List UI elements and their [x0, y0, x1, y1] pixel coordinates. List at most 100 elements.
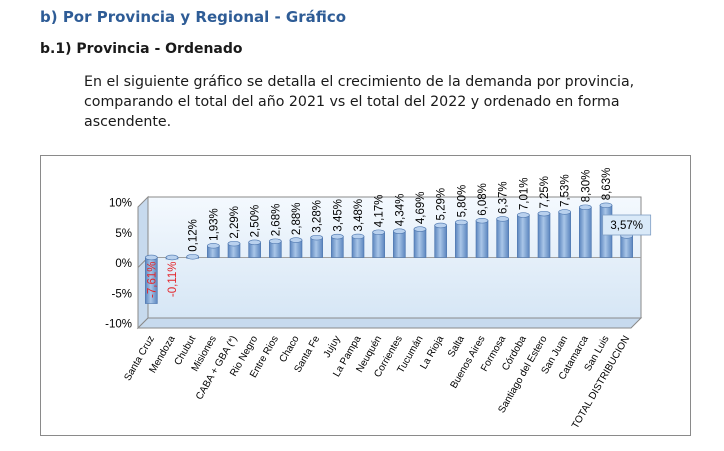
total-label-box — [602, 214, 652, 236]
bar-body — [331, 236, 344, 258]
bar-cap — [599, 202, 613, 208]
data-label: 4,17% — [374, 195, 386, 228]
bar-cap — [558, 209, 571, 215]
description-line: ascendente. — [84, 114, 172, 130]
bar — [620, 233, 633, 258]
bar — [537, 210, 551, 258]
section-heading: b) Por Provincia y Regional - Gráfico — [40, 8, 347, 26]
category-label: Salta — [446, 334, 467, 360]
bar-body — [620, 235, 633, 258]
bar-cap — [145, 254, 158, 261]
bar — [475, 218, 489, 258]
subsection-heading: b.1) Provincia - Ordenado — [40, 41, 243, 57]
bar — [393, 228, 406, 258]
data-label: 4,69% — [415, 192, 427, 225]
bar-body — [579, 206, 592, 258]
bar-cap — [413, 226, 427, 232]
y-tick-label: 10% — [109, 198, 132, 210]
bar-cap — [331, 233, 344, 240]
bar-body — [372, 231, 385, 258]
data-label: -0,11% — [167, 262, 179, 298]
bar-cap — [434, 222, 447, 229]
bar-body — [517, 214, 530, 258]
data-label: 8,63% — [601, 168, 613, 201]
data-label: 7,25% — [539, 176, 551, 209]
bar-cap — [227, 240, 241, 247]
bar — [227, 240, 241, 258]
data-label: 2,88% — [291, 202, 303, 235]
bar-body — [475, 220, 489, 258]
data-label: 8,30% — [580, 170, 592, 203]
bar-body — [496, 218, 509, 258]
bar-cap — [207, 243, 220, 249]
bar-body — [310, 237, 323, 258]
bar-chart: -10%-5%0%5%10%-7,61%Santa Cruz-0,11%Mend… — [105, 168, 652, 431]
y-tick-label: -10% — [105, 319, 132, 331]
bar-body — [393, 230, 406, 258]
data-label: 3,28% — [312, 200, 324, 233]
y-tick-label: 0% — [115, 258, 132, 270]
bar-cap — [475, 218, 489, 224]
bar-body — [537, 213, 551, 258]
bar — [496, 216, 509, 258]
bar-cap — [455, 219, 468, 226]
bar — [517, 212, 530, 258]
data-label: 2,29% — [229, 206, 241, 239]
data-label: 6,37% — [498, 181, 510, 214]
data-label: 2,68% — [270, 204, 282, 237]
data-label: 7,01% — [518, 177, 530, 210]
description-line: comparando el total del año 2021 vs el t… — [84, 94, 620, 110]
data-label: 6,08% — [477, 183, 489, 216]
bar-body — [351, 236, 365, 258]
bar-body — [455, 222, 468, 258]
data-label: 5,29% — [436, 188, 448, 221]
bar-cap — [537, 210, 551, 217]
bar — [165, 254, 179, 261]
bar — [331, 233, 344, 258]
data-label: 7,53% — [560, 174, 572, 207]
chart-container: -10% -5% 0% 5% 10% -7,61% Santa Cruz -0,11% Mend… — [40, 155, 691, 436]
data-label: 3,48% — [353, 199, 365, 232]
bar-cap — [269, 238, 282, 244]
plot-floor — [136, 317, 643, 329]
bar-cap — [186, 254, 199, 260]
bar — [351, 233, 365, 258]
data-label: 0,12% — [188, 219, 200, 252]
bar — [269, 238, 282, 258]
y-tick-label: 5% — [115, 228, 132, 240]
category-label: Santa Cruz — [122, 334, 157, 383]
data-label: 3,57% — [610, 220, 643, 232]
bar-cap — [289, 237, 303, 243]
bar — [310, 234, 323, 258]
bar — [413, 226, 427, 258]
data-label: -7,61% — [146, 262, 158, 298]
data-label: 5,80% — [456, 185, 468, 218]
bar — [455, 219, 468, 258]
bar-cap — [165, 254, 179, 261]
bar-cap — [310, 234, 323, 241]
bar — [145, 254, 158, 304]
bar — [207, 243, 220, 258]
bar-cap — [517, 212, 530, 218]
bar — [579, 204, 592, 258]
bar-body — [434, 225, 447, 258]
bar-cap — [248, 239, 261, 246]
data-label: 2,50% — [250, 205, 262, 238]
bar — [248, 239, 261, 258]
y-tick-label: -5% — [112, 288, 132, 300]
bar — [372, 229, 385, 258]
bar-cap — [496, 216, 509, 222]
data-label: 3,45% — [332, 199, 344, 232]
bar — [289, 237, 303, 258]
bar-cap — [372, 229, 385, 235]
bar — [434, 222, 447, 258]
data-label: 1,93% — [208, 208, 220, 241]
description-paragraph: En el siguiente gráfico se detalla el cr… — [84, 72, 704, 132]
category-label: Jujuy — [322, 334, 343, 360]
data-label: 4,34% — [394, 194, 406, 227]
bar-cap — [351, 233, 365, 240]
bar — [186, 254, 199, 260]
bar — [558, 209, 571, 258]
bar-body — [413, 228, 427, 258]
